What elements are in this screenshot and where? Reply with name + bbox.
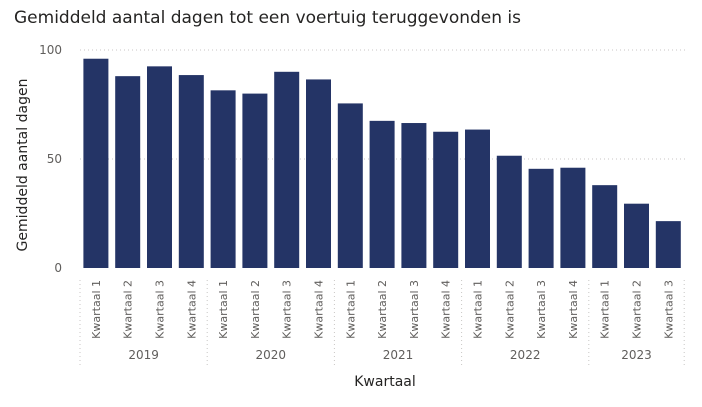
bar-2021-2 xyxy=(369,120,395,268)
x-tick-label: Kwartaal 2 xyxy=(122,280,135,339)
y-axis: 0 50 100 xyxy=(39,43,62,275)
bar-2023-2 xyxy=(624,203,649,268)
bar-2021-4 xyxy=(433,131,459,268)
y-tick-label: 50 xyxy=(47,152,62,166)
bar-2022-3 xyxy=(528,168,554,268)
bar-2019-3 xyxy=(147,66,172,268)
x-tick-label: Kwartaal 3 xyxy=(535,280,548,339)
bar-2023-1 xyxy=(592,185,618,268)
year-label-2020: 2020 xyxy=(256,348,287,362)
bar-2020-1 xyxy=(210,90,236,268)
x-tick-label: Kwartaal 4 xyxy=(440,280,453,339)
x-tick-label: Kwartaal 3 xyxy=(408,280,421,339)
x-tick-label: Kwartaal 1 xyxy=(599,280,612,339)
bar-2020-2 xyxy=(242,93,268,268)
bar-2021-1 xyxy=(337,103,363,268)
x-tick-label: Kwartaal 2 xyxy=(249,280,262,339)
x-axis-title: Kwartaal xyxy=(354,374,416,390)
x-tick-label: Kwartaal 1 xyxy=(344,280,357,339)
year-label-2022: 2022 xyxy=(510,348,541,362)
bar-2022-1 xyxy=(465,129,490,268)
year-label-2023: 2023 xyxy=(621,348,652,362)
x-tick-label: Kwartaal 4 xyxy=(185,280,198,339)
bar-2021-3 xyxy=(401,123,427,268)
x-tick-label: Kwartaal 2 xyxy=(376,280,389,339)
x-tick-label: Kwartaal 1 xyxy=(472,280,485,339)
x-tick-label: Kwartaal 4 xyxy=(567,280,580,339)
x-tick-label: Kwartaal 4 xyxy=(313,280,326,339)
x-axis: Kwartaal 1 Kwartaal 2 Kwartaal 3 Kwartaal 4… xyxy=(79,280,685,368)
bar-2019-1 xyxy=(83,58,109,268)
bar-2023-3 xyxy=(655,221,681,268)
x-tick-label: Kwartaal 3 xyxy=(154,280,167,339)
y-tick-label: 100 xyxy=(39,43,62,57)
y-tick-label: 0 xyxy=(54,261,62,275)
x-tick-label: Kwartaal 2 xyxy=(503,280,516,339)
x-tick-label: Kwartaal 3 xyxy=(281,280,294,339)
year-label-2021: 2021 xyxy=(383,348,414,362)
x-tick-label: Kwartaal 1 xyxy=(90,280,103,339)
bars xyxy=(83,58,681,269)
chart-title: Gemiddeld aantal dagen tot een voertuig … xyxy=(14,8,522,28)
bar-2022-4 xyxy=(560,167,586,268)
bar-2019-4 xyxy=(178,75,204,268)
year-label-2019: 2019 xyxy=(128,348,159,362)
bar-2019-2 xyxy=(115,76,141,268)
x-tick-label: Kwartaal 1 xyxy=(217,280,230,339)
x-tick-label: Kwartaal 2 xyxy=(631,280,644,339)
bar-2020-4 xyxy=(306,79,331,269)
bar-2022-2 xyxy=(496,155,522,268)
bar-2020-3 xyxy=(274,71,300,268)
y-axis-title: Gemiddeld aantal dagen xyxy=(15,79,31,252)
x-tick-label: Kwartaal 3 xyxy=(662,280,675,339)
